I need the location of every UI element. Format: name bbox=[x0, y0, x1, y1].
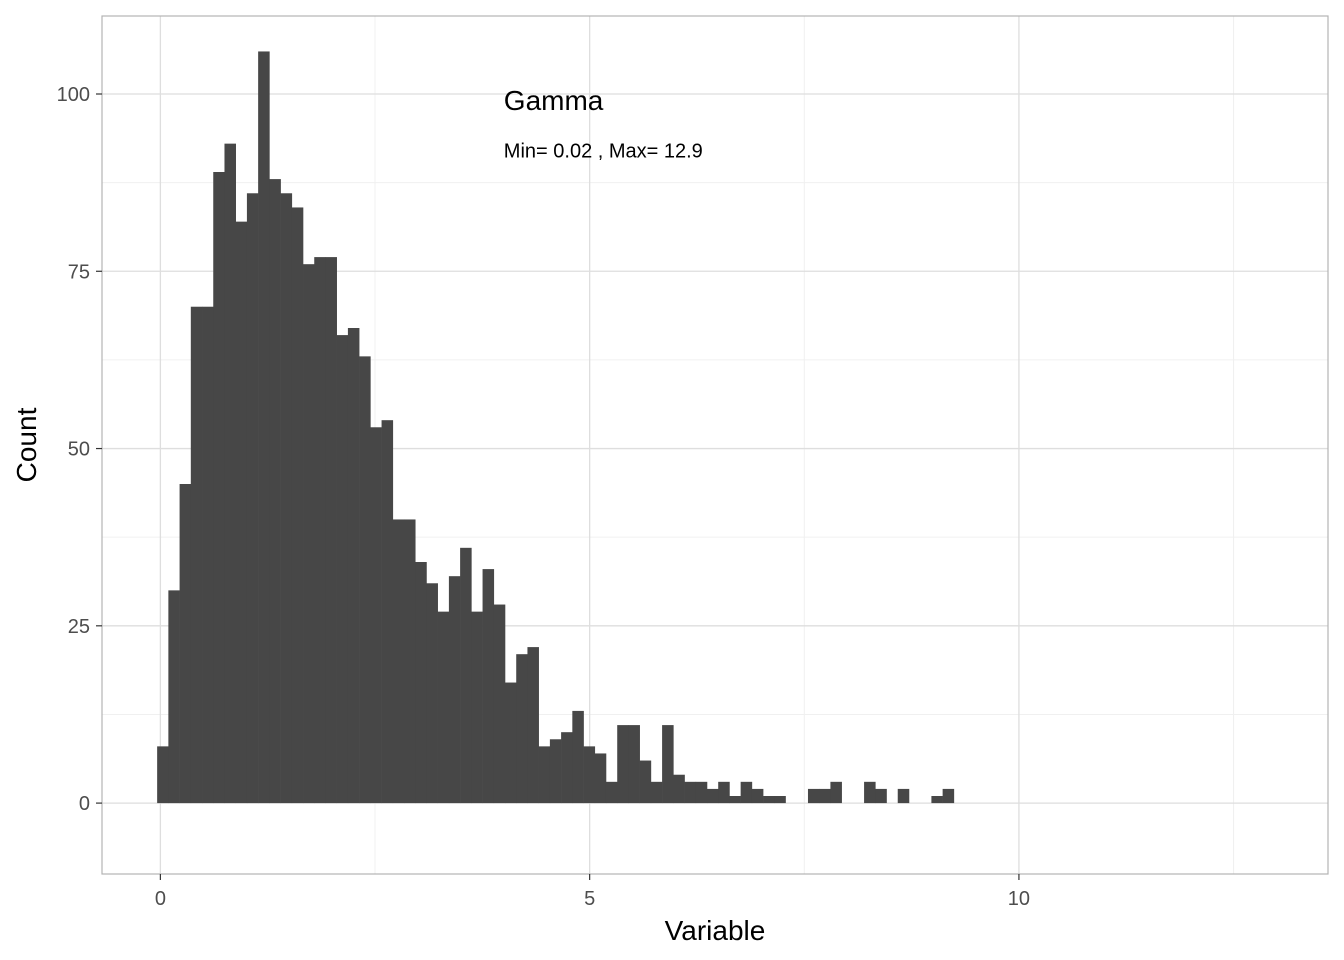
histogram-bar bbox=[460, 547, 472, 804]
histogram-bar bbox=[763, 796, 775, 804]
histogram-bar bbox=[381, 420, 394, 804]
histogram-bar bbox=[392, 519, 405, 804]
histogram-bar bbox=[695, 781, 708, 804]
histogram-bar bbox=[426, 583, 438, 804]
histogram-bar bbox=[303, 264, 315, 804]
histogram-bar bbox=[246, 193, 259, 804]
histogram-bar bbox=[336, 335, 349, 804]
histogram-bar bbox=[471, 611, 483, 804]
histogram-bar bbox=[538, 746, 551, 804]
histogram-bar bbox=[751, 788, 764, 804]
y-tick-label: 100 bbox=[57, 84, 90, 106]
histogram-bar bbox=[168, 590, 180, 804]
histogram-bar bbox=[897, 788, 910, 804]
histogram-bar bbox=[280, 193, 293, 804]
histogram-bar bbox=[325, 257, 337, 804]
histogram-bar bbox=[202, 306, 214, 804]
histogram-bar bbox=[291, 207, 304, 804]
histogram-bar bbox=[235, 221, 248, 804]
y-tick-label: 50 bbox=[68, 439, 90, 461]
histogram-bar bbox=[314, 257, 326, 804]
histogram-bar bbox=[740, 781, 753, 804]
histogram-bar bbox=[527, 647, 539, 804]
histogram-bar bbox=[258, 51, 270, 804]
histogram-bar bbox=[673, 774, 685, 804]
histogram-bar bbox=[729, 796, 741, 804]
histogram-bar bbox=[213, 172, 225, 804]
x-axis-title: Variable bbox=[665, 915, 766, 946]
x-axis-ticks: 0 5 10 bbox=[155, 874, 1030, 910]
x-tick-label: 10 bbox=[1008, 888, 1030, 910]
annotation-title: Gamma bbox=[504, 85, 604, 116]
histogram-bar bbox=[639, 760, 652, 804]
histogram-bar bbox=[830, 781, 842, 804]
y-axis-title: Count bbox=[11, 407, 42, 482]
histogram-bar bbox=[875, 788, 887, 804]
histogram-bar bbox=[774, 796, 786, 804]
histogram-bar bbox=[572, 710, 584, 804]
histogram-bar bbox=[269, 179, 281, 804]
histogram-bar bbox=[482, 569, 495, 804]
x-tick-label: 0 bbox=[155, 888, 166, 910]
histogram-bar bbox=[807, 788, 820, 804]
histogram-bars bbox=[157, 51, 955, 804]
histogram-bar bbox=[437, 611, 450, 804]
histogram-bar bbox=[561, 732, 573, 804]
histogram-bar bbox=[662, 725, 674, 804]
histogram-bar bbox=[505, 682, 517, 804]
histogram-bar bbox=[617, 725, 629, 804]
histogram-bar bbox=[942, 788, 955, 804]
histogram-bar bbox=[628, 725, 640, 804]
histogram-bar bbox=[347, 328, 360, 804]
y-axis-ticks: 0 25 50 75 100 bbox=[57, 84, 102, 815]
histogram-bar bbox=[864, 781, 876, 804]
histogram-bar bbox=[493, 604, 506, 804]
histogram-bar bbox=[157, 746, 169, 804]
histogram-bar bbox=[190, 306, 203, 804]
histogram-bar bbox=[516, 654, 528, 804]
y-tick-label: 0 bbox=[79, 793, 90, 815]
histogram-bar bbox=[684, 781, 697, 804]
plot-panel-border bbox=[101, 15, 1329, 875]
annotation-subtitle: Min= 0.02 , Max= 12.9 bbox=[504, 141, 703, 163]
histogram-bar bbox=[404, 519, 416, 804]
y-tick-label: 75 bbox=[68, 261, 90, 283]
x-tick-label: 5 bbox=[584, 888, 595, 910]
histogram-bar bbox=[718, 781, 730, 804]
histogram-bar bbox=[931, 796, 943, 804]
histogram-bar bbox=[583, 746, 596, 804]
y-tick-label: 25 bbox=[68, 616, 90, 638]
histogram-bar bbox=[415, 562, 427, 804]
histogram-bar bbox=[594, 753, 607, 804]
histogram-bar bbox=[549, 739, 562, 804]
histogram-bar bbox=[819, 788, 831, 804]
histogram-bar bbox=[706, 788, 719, 804]
histogram-bar bbox=[370, 427, 382, 804]
histogram-bar bbox=[359, 356, 371, 804]
histogram-bar bbox=[605, 781, 618, 804]
histogram-bar bbox=[448, 576, 461, 804]
histogram-bar bbox=[179, 484, 192, 804]
annotations: Gamma Min= 0.02 , Max= 12.9 bbox=[504, 85, 703, 163]
histogram-bar bbox=[224, 143, 236, 804]
histogram-bar bbox=[650, 781, 663, 804]
